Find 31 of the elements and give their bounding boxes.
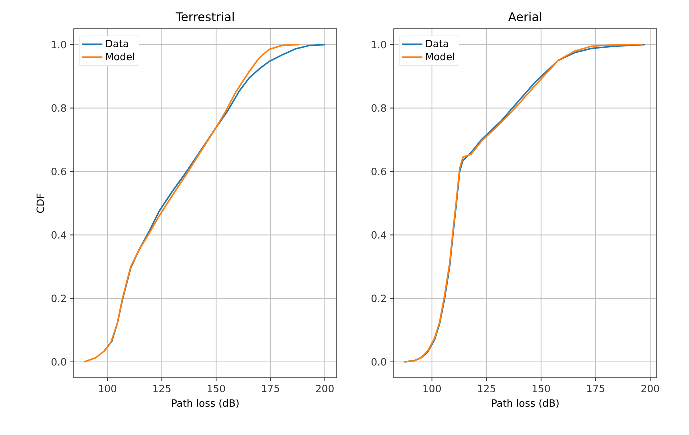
- x-axis-title: Path loss (dB): [492, 399, 559, 408]
- y-tick-label: 1.0: [372, 41, 386, 49]
- y-tick-label: 1.0: [52, 41, 66, 49]
- legend-label: Data: [426, 40, 448, 48]
- x-tick-label: 175: [587, 385, 605, 392]
- y-tick-label: 0.2: [372, 294, 386, 302]
- x-tick-label: 125: [154, 384, 171, 393]
- x-tick-label: 100: [99, 384, 117, 393]
- legend-label: Model: [426, 52, 454, 61]
- x-tick-label: 175: [262, 385, 280, 392]
- x-tick-label: 150: [208, 384, 226, 393]
- y-tick-label: 0.0: [52, 358, 66, 366]
- legend-label: Data: [106, 40, 128, 48]
- y-tick-label: 0.0: [372, 358, 386, 366]
- y-tick-label: 0.2: [52, 294, 66, 302]
- legend-label: Model: [106, 52, 134, 61]
- x-tick-label: 100: [424, 384, 442, 393]
- y-axis-title: CDF: [36, 194, 44, 214]
- x-tick-label: 150: [532, 384, 550, 393]
- y-tick-label: 0.6: [372, 168, 386, 176]
- x-tick-label: 200: [642, 384, 660, 393]
- x-axis-title: Path loss (dB): [172, 399, 239, 408]
- x-tick-label: 200: [316, 384, 334, 393]
- chart-title: Terrestrial: [176, 12, 234, 22]
- y-tick-label: 0.8: [372, 104, 386, 112]
- y-tick-label: 0.4: [52, 231, 66, 239]
- chart-title: Aerial: [508, 12, 542, 22]
- x-tick-label: 125: [478, 384, 496, 393]
- y-tick-label: 0.8: [52, 104, 66, 112]
- y-tick-label: 0.4: [372, 231, 386, 239]
- y-tick-label: 0.6: [52, 168, 66, 176]
